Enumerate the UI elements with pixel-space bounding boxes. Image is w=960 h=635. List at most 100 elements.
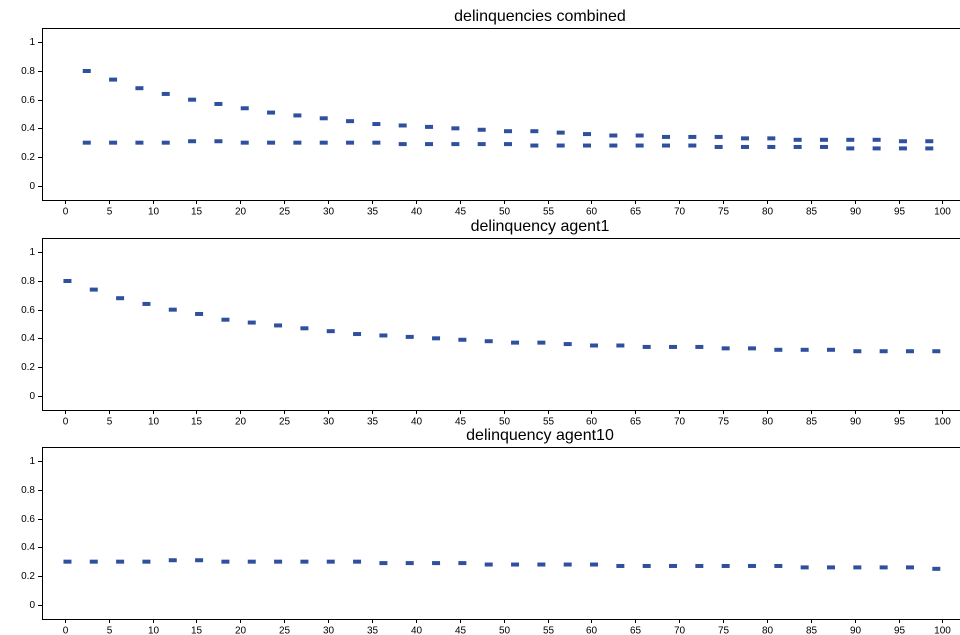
point (556, 143, 565, 148)
point (477, 127, 486, 132)
point (326, 329, 335, 334)
x-tick-label: 75 (718, 626, 730, 635)
point (898, 146, 907, 151)
point (609, 133, 618, 138)
point (748, 346, 757, 351)
x-tick-label: 25 (279, 626, 291, 635)
x-tick-label: 65 (630, 626, 642, 635)
point (748, 563, 757, 568)
point (221, 559, 230, 564)
point (82, 140, 91, 145)
point (300, 326, 309, 331)
x-tick-label: 100 (934, 626, 951, 635)
y-tick-label: 1 (29, 456, 35, 467)
x-tick-label: 25 (279, 207, 291, 218)
point (590, 343, 599, 348)
point (511, 562, 520, 567)
x-tick-label: 70 (674, 417, 686, 428)
point (879, 565, 888, 570)
point (905, 349, 914, 354)
x-tick-label: 60 (586, 626, 598, 635)
x-tick-label: 55 (543, 207, 555, 218)
point (274, 323, 283, 328)
point (872, 137, 881, 142)
x-tick-label: 90 (850, 626, 862, 635)
point (372, 122, 381, 127)
point (714, 144, 723, 149)
y-tick-label: 0.8 (21, 66, 35, 77)
point (616, 343, 625, 348)
point (240, 106, 249, 111)
point (425, 142, 434, 147)
x-tick-label: 75 (718, 417, 730, 428)
point (195, 311, 204, 316)
x-tick-label: 80 (762, 207, 774, 218)
x-tick-label: 30 (323, 626, 335, 635)
y-tick-label: 0 (29, 181, 35, 192)
x-tick-label: 60 (586, 417, 598, 428)
point (635, 143, 644, 148)
x-tick-label: 0 (63, 207, 69, 218)
x-tick-label: 15 (191, 626, 203, 635)
x-tick-label: 65 (630, 207, 642, 218)
point (669, 563, 678, 568)
point (142, 301, 151, 306)
x-tick-label: 45 (455, 417, 467, 428)
point (135, 86, 144, 91)
point (484, 339, 493, 344)
x-tick-label: 35 (367, 626, 379, 635)
point (669, 344, 678, 349)
point (826, 565, 835, 570)
point (63, 279, 72, 283)
x-tick-label: 55 (543, 626, 555, 635)
x-tick-label: 15 (191, 417, 203, 428)
y-tick-label: 0.4 (21, 123, 35, 134)
point (661, 134, 670, 139)
point (583, 132, 592, 137)
point (267, 140, 276, 145)
x-tick-label: 45 (455, 626, 467, 635)
x-tick-label: 30 (323, 417, 335, 428)
point (82, 69, 91, 73)
point (563, 342, 572, 347)
point (642, 344, 651, 349)
point (846, 146, 855, 151)
point (477, 142, 486, 147)
point (319, 140, 328, 145)
chart-title: delinquencies combined (454, 8, 626, 25)
point (695, 563, 704, 568)
point (425, 124, 434, 129)
point (161, 140, 170, 145)
point (537, 340, 546, 345)
point (135, 140, 144, 145)
x-tick-label: 0 (63, 626, 69, 635)
y-tick-label: 0.6 (21, 95, 35, 106)
point (800, 565, 809, 570)
point (300, 559, 309, 564)
point (168, 558, 177, 563)
x-tick-label: 5 (107, 207, 113, 218)
x-tick-label: 50 (499, 417, 511, 428)
point (405, 561, 414, 566)
point (116, 559, 125, 564)
point (379, 333, 388, 338)
point (405, 334, 414, 339)
point (267, 110, 276, 115)
point (214, 101, 223, 106)
point (879, 349, 888, 354)
point (240, 140, 249, 145)
point (188, 97, 197, 102)
point (774, 563, 783, 568)
x-tick-label: 15 (191, 207, 203, 218)
point (168, 307, 177, 312)
point (293, 113, 302, 118)
x-tick-label: 5 (107, 626, 113, 635)
x-tick-label: 70 (674, 626, 686, 635)
x-tick-label: 100 (934, 417, 951, 428)
point (451, 126, 460, 131)
point (293, 140, 302, 145)
point (319, 116, 328, 121)
point (353, 332, 362, 337)
point (161, 91, 170, 96)
